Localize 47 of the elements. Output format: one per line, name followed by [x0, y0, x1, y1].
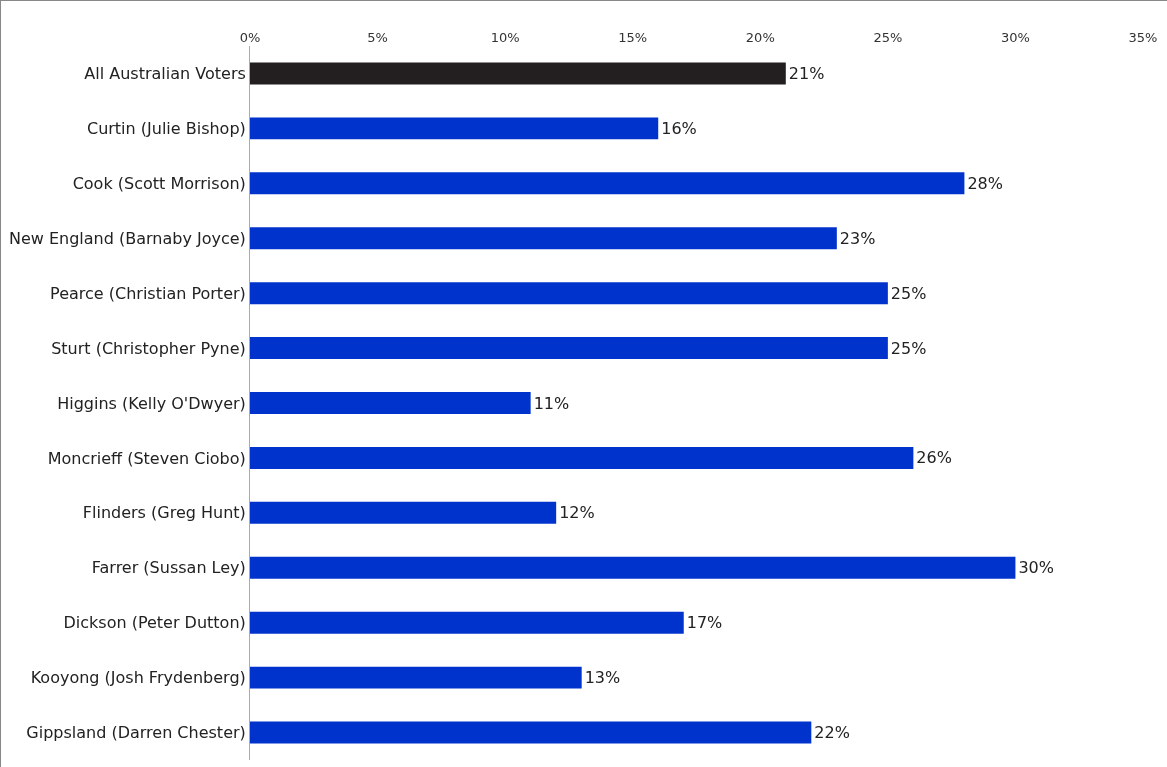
- y-tick-label: Pearce (Christian Porter): [50, 283, 246, 303]
- bar: [250, 227, 837, 250]
- data-label: 13%: [584, 668, 621, 688]
- y-tick-label: Flinders (Greg Hunt): [82, 503, 246, 523]
- bar: [250, 117, 659, 140]
- y-tick-label: Gippsland (Darren Chester): [26, 723, 246, 743]
- data-label: 21%: [788, 63, 825, 83]
- data-label: 25%: [890, 283, 927, 303]
- data-label: 30%: [1018, 558, 1054, 578]
- y-tick-label: Sturt (Christopher Pyne): [51, 338, 246, 358]
- bar: [250, 172, 965, 195]
- bar: [250, 721, 812, 744]
- data-label: 17%: [686, 613, 723, 633]
- x-tick-label: 20%: [745, 30, 775, 46]
- y-tick-label: Higgins (Kelly O'Dwyer): [57, 393, 246, 413]
- data-label: 11%: [533, 393, 570, 413]
- data-label: 22%: [814, 723, 850, 743]
- y-tick-label: Kooyong (Josh Frydenberg): [30, 668, 246, 688]
- data-label: 23%: [839, 228, 876, 248]
- x-tick-label: 25%: [873, 30, 903, 46]
- x-tick-label: 10%: [490, 30, 520, 46]
- data-label: 26%: [916, 448, 952, 468]
- y-tick-label: New England (Barnaby Joyce): [8, 228, 246, 248]
- bar: [250, 62, 786, 85]
- bar: [250, 611, 684, 634]
- x-tick-label: 35%: [1128, 30, 1158, 46]
- y-tick-label: Dickson (Peter Dutton): [63, 613, 246, 633]
- y-tick-label: Farrer (Sussan Ley): [91, 558, 246, 578]
- y-tick-label: Cook (Scott Morrison): [72, 173, 246, 193]
- x-tick-label: 30%: [1000, 30, 1030, 46]
- bar: [250, 337, 888, 360]
- y-tick-label: Moncrieff (Steven Ciobo): [47, 448, 246, 468]
- x-tick-label: 0%: [239, 30, 261, 46]
- bar: [250, 392, 531, 414]
- data-label: 16%: [661, 118, 697, 138]
- bar: [250, 666, 582, 689]
- x-tick-label: 5%: [367, 30, 388, 46]
- bar: [250, 556, 1016, 579]
- x-tick-label: 15%: [618, 30, 648, 46]
- y-tick-label: Curtin (Julie Bishop): [86, 118, 246, 138]
- bar: [250, 446, 914, 469]
- data-label: 25%: [890, 338, 927, 358]
- y-tick-label: All Australian Voters: [84, 64, 246, 84]
- bar: [250, 501, 557, 524]
- bar: [250, 282, 888, 305]
- data-label: 12%: [559, 503, 595, 523]
- data-label: 28%: [967, 173, 1003, 193]
